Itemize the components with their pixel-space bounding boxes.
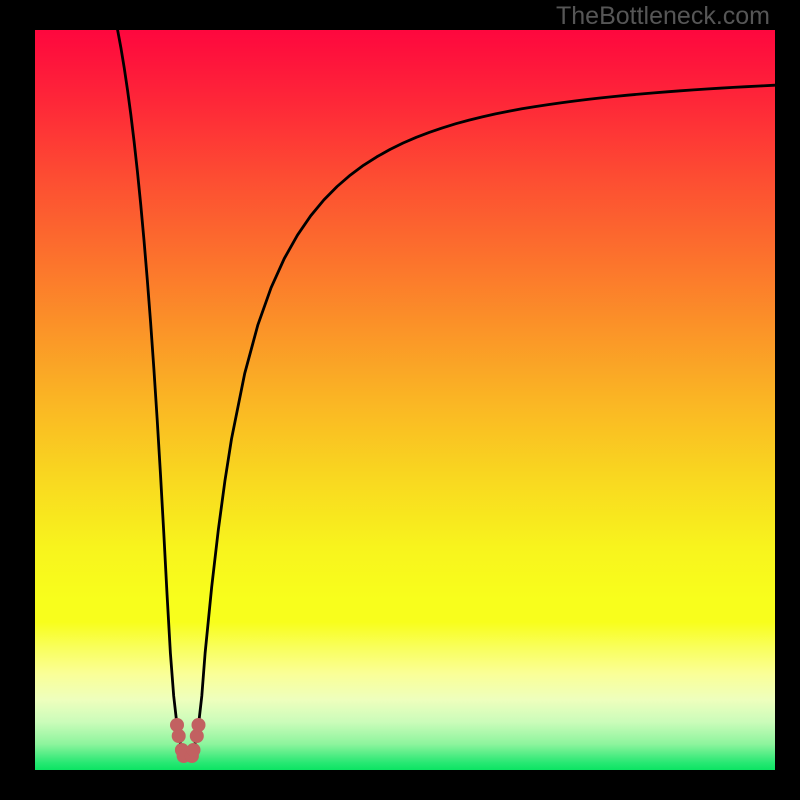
gradient-background [35,30,775,770]
watermark-text: TheBottleneck.com [556,2,770,31]
marker-dot [192,718,206,732]
marker-dot [172,729,186,743]
plot-area [35,30,775,770]
chart-container: TheBottleneck.com [0,0,800,800]
marker-dot [187,743,201,757]
